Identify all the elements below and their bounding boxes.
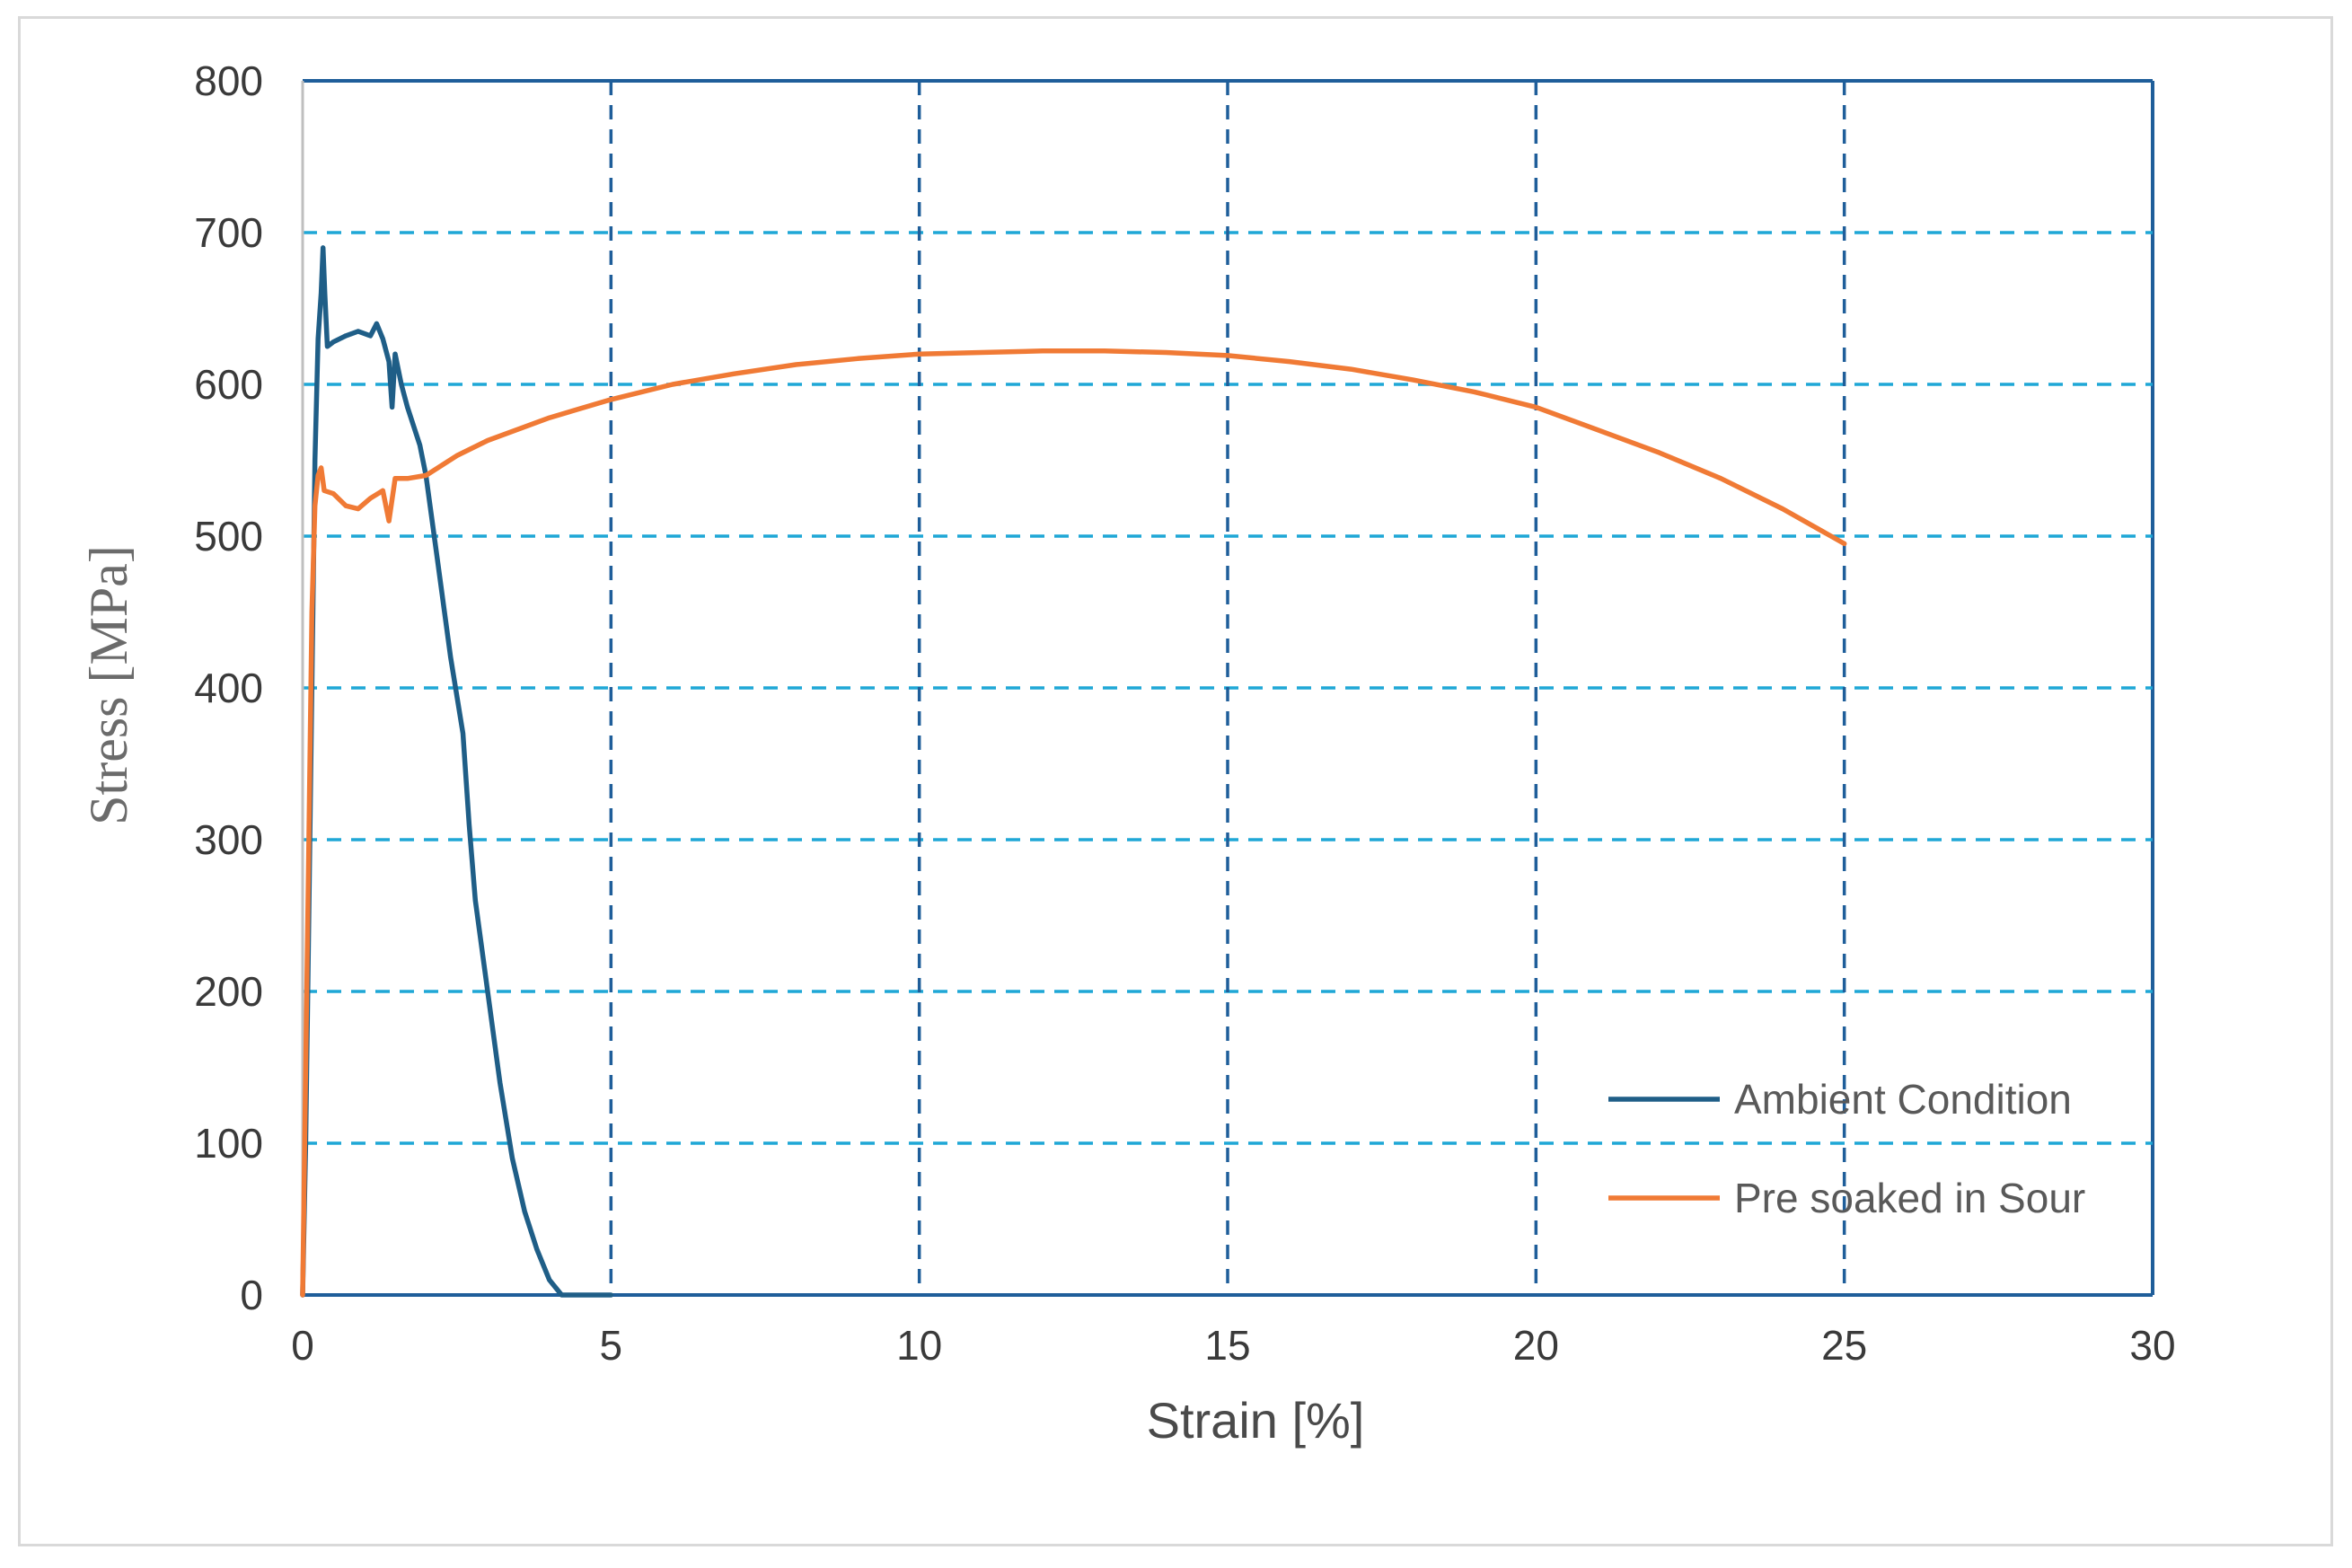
x-axis-title: Strain [%] [1147,1392,1365,1449]
y-tick-label: 300 [194,816,263,863]
y-tick-label: 100 [194,1120,263,1167]
y-tick-label: 700 [194,209,263,256]
y-tick-label: 500 [194,513,263,559]
x-tick-label: 10 [896,1322,942,1369]
y-tick-label: 400 [194,665,263,711]
chart-frame: 0 5 10 15 20 25 30 0 100 200 300 400 500 600 700 800 St… [18,16,2333,1546]
x-tick-label: 30 [2129,1322,2175,1369]
x-tick-label: 20 [1513,1322,1559,1369]
y-tick-label: 0 [240,1272,263,1318]
x-tick-label: 15 [1204,1322,1250,1369]
y-axis-title: Stress [MPa] [79,545,138,825]
legend-label: Ambient Condition [1734,1076,2072,1123]
x-tick-label: 0 [291,1322,314,1369]
legend-label: Pre soaked in Sour [1734,1175,2085,1221]
y-tick-label: 800 [194,57,263,104]
y-tick-label: 600 [194,361,263,408]
y-tick-label: 200 [194,968,263,1015]
x-tick-label: 25 [1821,1322,1867,1369]
series-line-ambient-condition [300,245,614,1298]
series-layer [300,245,1847,1298]
legend: Ambient Condition Pre soaked in Sour [1608,1076,2085,1221]
series-line-pre-soaked-in-sour [300,348,1847,1298]
x-tick-label: 5 [600,1322,623,1369]
